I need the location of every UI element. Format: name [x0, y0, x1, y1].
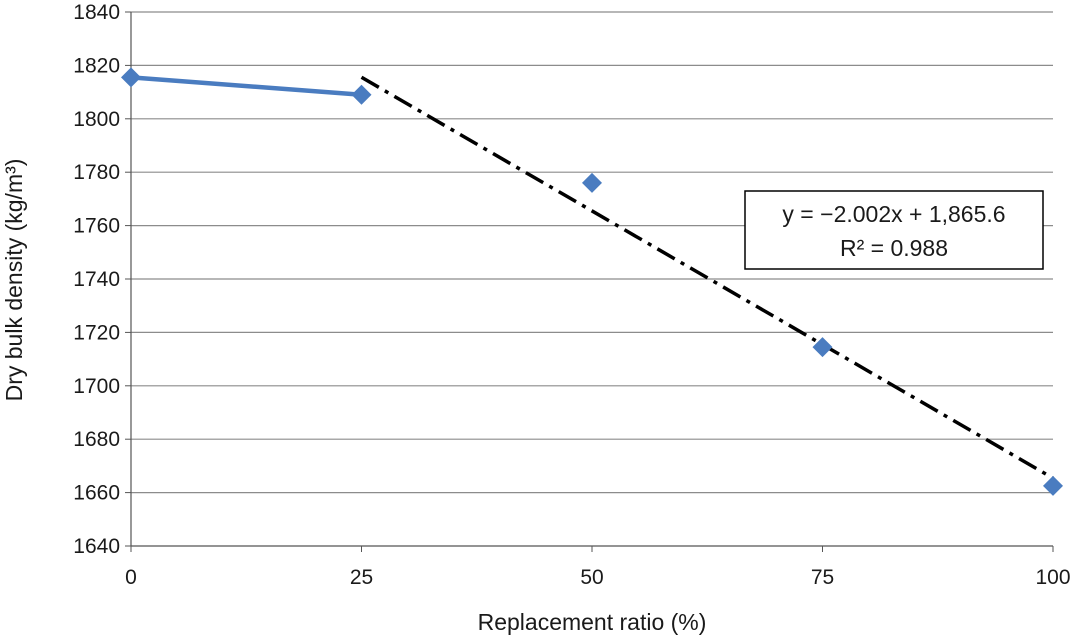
- y-tick-label: 1740: [73, 268, 120, 291]
- y-tick-label: 1760: [73, 215, 120, 238]
- grid-lines: [131, 11, 1053, 494]
- x-tick-labels: 0 25 50 75 100: [125, 566, 1070, 589]
- y-axis-title: Dry bulk density (kg/m³): [1, 159, 27, 402]
- equation-line-2: R² = 0.988: [840, 235, 948, 261]
- y-tick-label: 1700: [73, 375, 120, 398]
- x-tick-label: 75: [811, 566, 834, 589]
- data-point-marker: [121, 67, 141, 88]
- y-tick-label: 1680: [73, 428, 120, 451]
- data-point-marker: [812, 337, 833, 358]
- equation-box: [744, 190, 1044, 270]
- x-axis-title: Replacement ratio (%): [478, 609, 707, 635]
- series-layer: [121, 67, 1063, 496]
- data-point-marker: [1043, 475, 1063, 496]
- x-tick-label: 25: [350, 566, 373, 589]
- equation-annotation: y = −2.002x + 1,865.6 R² = 0.988: [744, 190, 1044, 270]
- x-tick-label: 100: [1035, 566, 1070, 589]
- x-tick-label: 50: [580, 566, 603, 589]
- y-tick-labels: 1640 1660 1680 1700 1720 1740 1760 1780 1800 1820…: [73, 1, 120, 558]
- trendline: [360, 75, 1054, 480]
- x-tick-label: 0: [125, 566, 137, 589]
- series-line: [130, 75, 362, 98]
- y-tick-label: 1840: [73, 1, 120, 24]
- trendline-layer: [360, 75, 1054, 480]
- y-tick-label: 1800: [73, 108, 120, 131]
- y-tick-label: 1660: [73, 482, 120, 505]
- axes: [125, 11, 1054, 552]
- data-point-marker: [351, 84, 372, 105]
- y-tick-label: 1720: [73, 321, 120, 344]
- y-tick-label: 1640: [73, 535, 120, 558]
- data-point-marker: [582, 172, 602, 193]
- y-tick-label: 1780: [73, 161, 120, 184]
- equation-line-1: y = −2.002x + 1,865.6: [782, 201, 1005, 227]
- y-tick-label: 1820: [73, 54, 120, 77]
